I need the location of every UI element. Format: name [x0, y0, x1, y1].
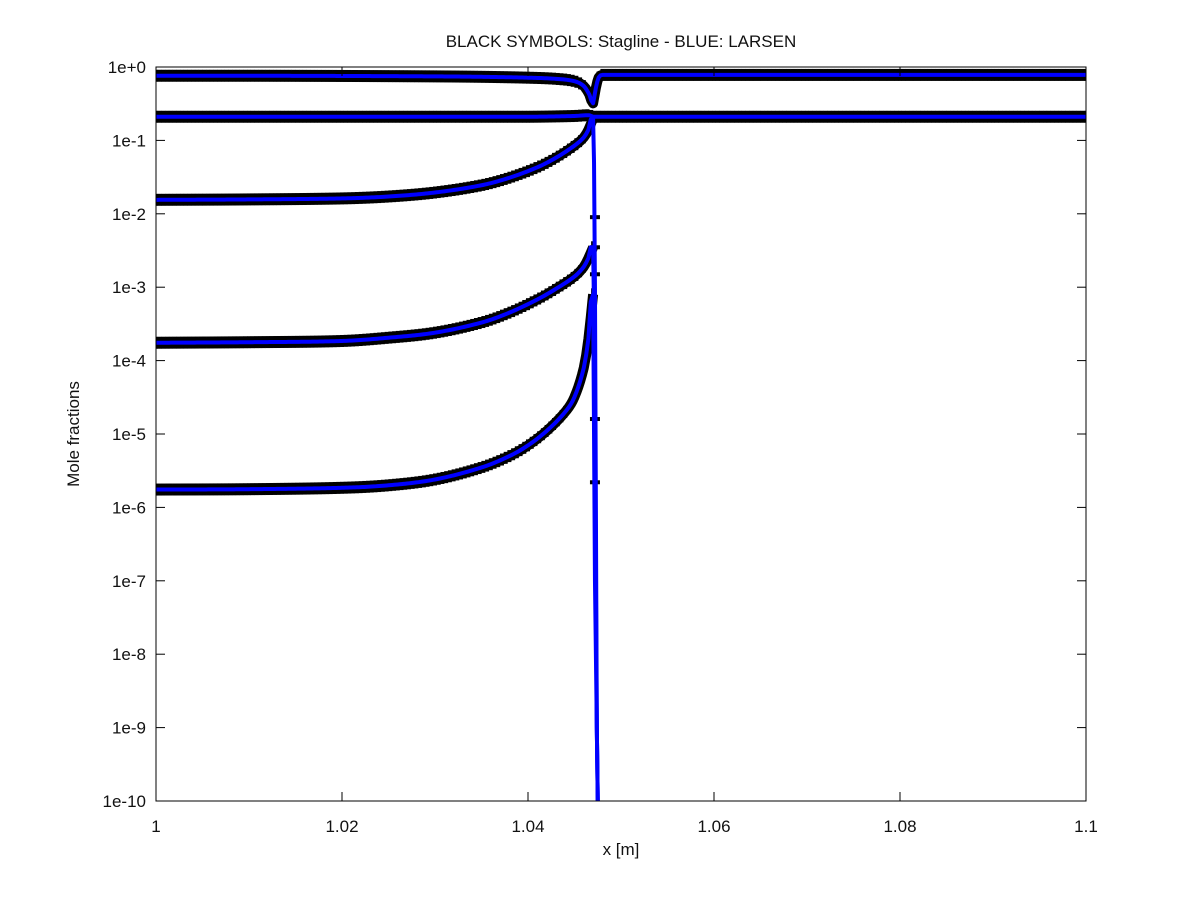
- y-tick-label: 1e-1: [112, 131, 146, 150]
- larsen-curve-6: [156, 113, 1086, 119]
- y-tick-label: 1e-6: [112, 498, 146, 517]
- x-tick-label: 1: [151, 817, 160, 836]
- larsen-curve-7: [156, 116, 600, 801]
- y-tick-label: 1e-3: [112, 278, 146, 297]
- y-tick-label: 1e-8: [112, 645, 146, 664]
- x-axis-label: x [m]: [603, 840, 640, 859]
- plot-area: [156, 68, 1086, 801]
- larsen-curve-5: [156, 72, 1086, 106]
- y-tick-label: 1e-4: [112, 352, 146, 371]
- y-tick-label: 1e-9: [112, 719, 146, 738]
- y-axis: 1e-10 1e-9 1e-8 1e-7 1e-6 1e-5 1e-4 1e-3 1e-2 1e-…: [103, 58, 1086, 811]
- x-tick-label: 1.1: [1074, 817, 1098, 836]
- y-axis-label: Mole fractions: [64, 381, 83, 487]
- y-tick-label: 1e-7: [112, 572, 146, 591]
- x-tick-label: 1.06: [697, 817, 730, 836]
- larsen-curve-8: [156, 245, 600, 801]
- y-tick-label: 1e-2: [112, 205, 146, 224]
- larsen-curve-9: [156, 292, 600, 801]
- y-tick-label: 1e-10: [103, 792, 146, 811]
- y-tick-label: 1e-5: [112, 425, 146, 444]
- x-tick-label: 1.08: [883, 817, 916, 836]
- y-tick-label: 1e+0: [108, 58, 146, 77]
- x-tick-label: 1.04: [511, 817, 544, 836]
- x-tick-label: 1.02: [325, 817, 358, 836]
- x-axis: 1 1.02 1.04 1.06 1.08 1.1: [151, 67, 1098, 836]
- chart-title: BLACK SYMBOLS: Stagline - BLUE: LARSEN: [446, 32, 797, 51]
